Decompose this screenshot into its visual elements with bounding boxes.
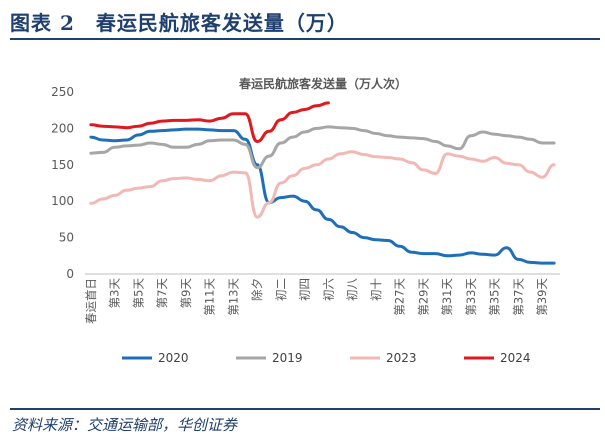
x-tick-label: 第31天	[440, 278, 454, 316]
x-tick-label: 第35天	[488, 278, 502, 316]
x-tick-label: 春运首日	[84, 278, 98, 324]
y-tick-label: 0	[66, 267, 74, 281]
x-tick-label: 初八	[345, 278, 359, 301]
x-tick-label: 第13天	[226, 278, 240, 316]
x-tick-label: 第29天	[416, 278, 430, 316]
x-tick-label: 第33天	[464, 278, 478, 316]
header-divider	[10, 38, 600, 40]
legend-label-2019: 2019	[272, 351, 303, 365]
x-tick-label: 第39天	[535, 278, 549, 316]
series-line-2020	[89, 127, 271, 205]
figure-title: 图表 2 春运民航旅客发送量（万）	[10, 11, 348, 35]
x-tick-label: 初四	[298, 278, 312, 301]
x-tick-label: 第7天	[155, 278, 169, 309]
series-line-2020	[267, 194, 556, 265]
chart-title: 春运民航旅客发送量（万人次）	[238, 76, 407, 91]
x-tick-label: 初十	[369, 278, 383, 301]
x-tick-label: 初六	[321, 278, 335, 301]
source-note: 资料来源：交通运输部，华创证券	[12, 416, 238, 434]
series-line-2019	[89, 125, 556, 170]
footer-divider	[10, 408, 600, 410]
x-tick-label: 第9天	[179, 278, 193, 309]
legend-label-2024: 2024	[500, 351, 531, 365]
legend-label-2020: 2020	[158, 351, 189, 365]
x-tick-label: 第27天	[393, 278, 407, 316]
legend-label-2023: 2023	[386, 351, 417, 365]
x-tick-label: 除夕	[250, 278, 264, 301]
x-tick-label: 初二	[274, 278, 288, 301]
x-tick-label: 第11天	[203, 278, 217, 316]
y-tick-label: 250	[51, 85, 74, 99]
x-tick-label: 第5天	[131, 278, 145, 309]
chart-svg: 春运民航旅客发送量（万人次）050100150200250春运首日 第3天 第5天第…	[51, 76, 560, 365]
y-tick-label: 150	[51, 158, 74, 172]
series-line-2024	[89, 101, 330, 143]
series-line-2023	[89, 150, 556, 219]
y-tick-label: 200	[51, 121, 74, 135]
y-tick-label: 50	[59, 231, 74, 245]
figure-header: 图表 2 春运民航旅客发送量（万）	[0, 0, 605, 42]
x-tick-label: 第37天	[511, 278, 525, 316]
y-tick-label: 100	[51, 194, 74, 208]
x-tick-label: 第3天	[108, 278, 122, 309]
